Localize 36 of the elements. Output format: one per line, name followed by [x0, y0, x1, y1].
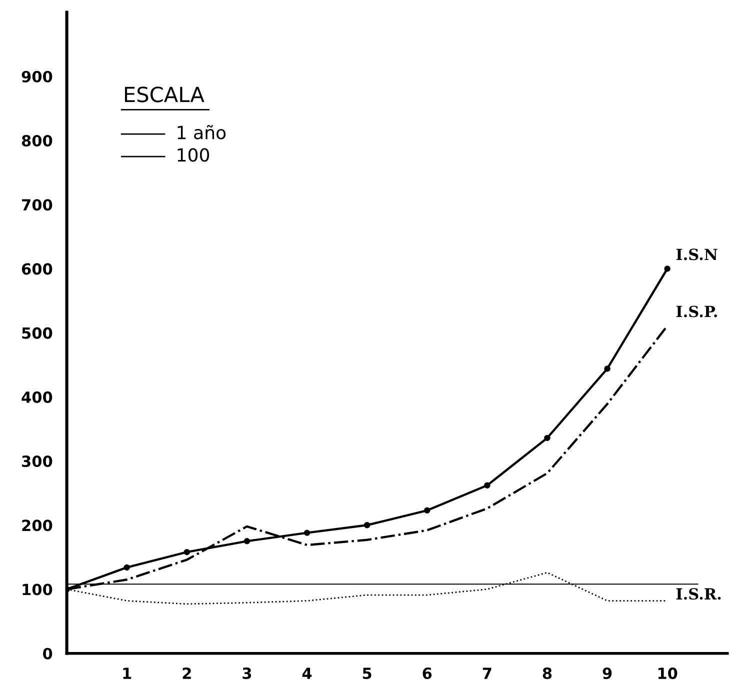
x-tick-label: 1 — [123, 668, 132, 679]
point — [424, 507, 430, 514]
annotation: 100 — [178, 148, 210, 162]
series-label: I.S.N — [676, 248, 718, 260]
annotation: ESCALA — [124, 86, 204, 102]
point — [604, 366, 610, 372]
annotation: 1 año — [178, 125, 226, 140]
point — [364, 522, 370, 528]
x-tick-label: 5 — [362, 668, 372, 680]
y-tick-label: 600 — [22, 263, 52, 275]
series-label: I.S.P. — [676, 306, 717, 318]
y-tick-label: 500 — [22, 327, 52, 339]
x-tick-label: 3 — [242, 668, 252, 680]
x-tick-label: 6 — [422, 668, 432, 680]
y-tick-label: 0 — [43, 648, 52, 660]
point — [244, 538, 250, 544]
series-label: I.S.R. — [676, 588, 721, 600]
point — [304, 530, 310, 536]
point — [484, 482, 490, 489]
y-tick-label: 900 — [22, 70, 52, 82]
point — [544, 434, 550, 442]
point — [124, 564, 130, 571]
point — [184, 548, 190, 556]
y-tick-label: 100 — [22, 584, 52, 596]
x-tick-label: 9 — [602, 668, 612, 680]
y-tick-label: 300 — [22, 455, 52, 468]
x-tick-label: 8 — [542, 668, 552, 680]
x-tick-label: 2 — [182, 668, 191, 679]
x-tick-label: 7 — [482, 668, 492, 679]
y-tick-label: 800 — [22, 134, 52, 147]
x-tick-label: 10 — [658, 668, 678, 680]
y-tick-label: 700 — [22, 199, 52, 211]
point — [664, 266, 670, 272]
y-tick-label: 200 — [22, 520, 52, 532]
y-tick-label: 400 — [22, 391, 52, 403]
x-tick-label: 4 — [302, 668, 312, 679]
